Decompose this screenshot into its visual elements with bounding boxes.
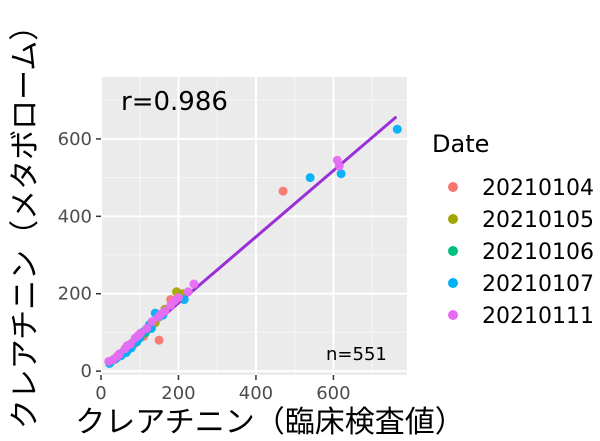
legend-label: 20210106: [482, 240, 594, 265]
data-point: [154, 335, 164, 345]
data-point: [133, 331, 143, 341]
data-point: [392, 124, 402, 134]
data-point: [112, 351, 122, 361]
x-tick-label: 600: [316, 383, 350, 404]
legend-swatch: [448, 246, 458, 256]
x-tick-label: 400: [239, 383, 273, 404]
grid-lines: [100, 77, 407, 375]
y-tick-label: 200: [58, 284, 92, 305]
axes-layer: 0 200 400 600 0 200 400 600: [58, 129, 351, 404]
x-tick-label: 200: [161, 383, 195, 404]
y-tick-label: 0: [81, 361, 92, 382]
data-point: [147, 317, 157, 327]
x-axis-title: クレアチニン（臨床検査値）: [75, 405, 464, 440]
sample-count-label: n=551: [326, 344, 387, 365]
legend: 20210104 20210105 20210106 20210107 20210111: [440, 174, 594, 329]
data-point: [156, 309, 166, 319]
correlation-label: r=0.986: [121, 87, 228, 117]
legend-swatch: [448, 278, 458, 288]
data-point: [142, 324, 152, 334]
legend-swatch: [448, 214, 458, 224]
legend-swatch: [448, 310, 458, 320]
legend-label: 20210107: [482, 272, 594, 297]
data-points-layer: [104, 124, 402, 368]
y-tick-label: 400: [58, 206, 92, 227]
data-point: [170, 296, 180, 306]
legend-label: 20210105: [482, 208, 594, 233]
legend-label: 20210104: [482, 176, 594, 201]
data-point: [334, 161, 344, 171]
data-point: [122, 341, 132, 351]
y-axis-title: クレアチニン（メタボローム）: [8, 11, 43, 430]
data-point: [305, 173, 315, 183]
legend-swatch: [448, 182, 458, 192]
legend-title: Date: [432, 130, 489, 158]
data-point: [278, 186, 288, 196]
data-point: [183, 287, 193, 297]
data-point: [336, 169, 346, 179]
x-tick-label: 0: [95, 383, 106, 404]
y-tick-label: 600: [58, 129, 92, 150]
legend-label: 20210111: [482, 304, 594, 329]
data-point: [189, 279, 199, 289]
